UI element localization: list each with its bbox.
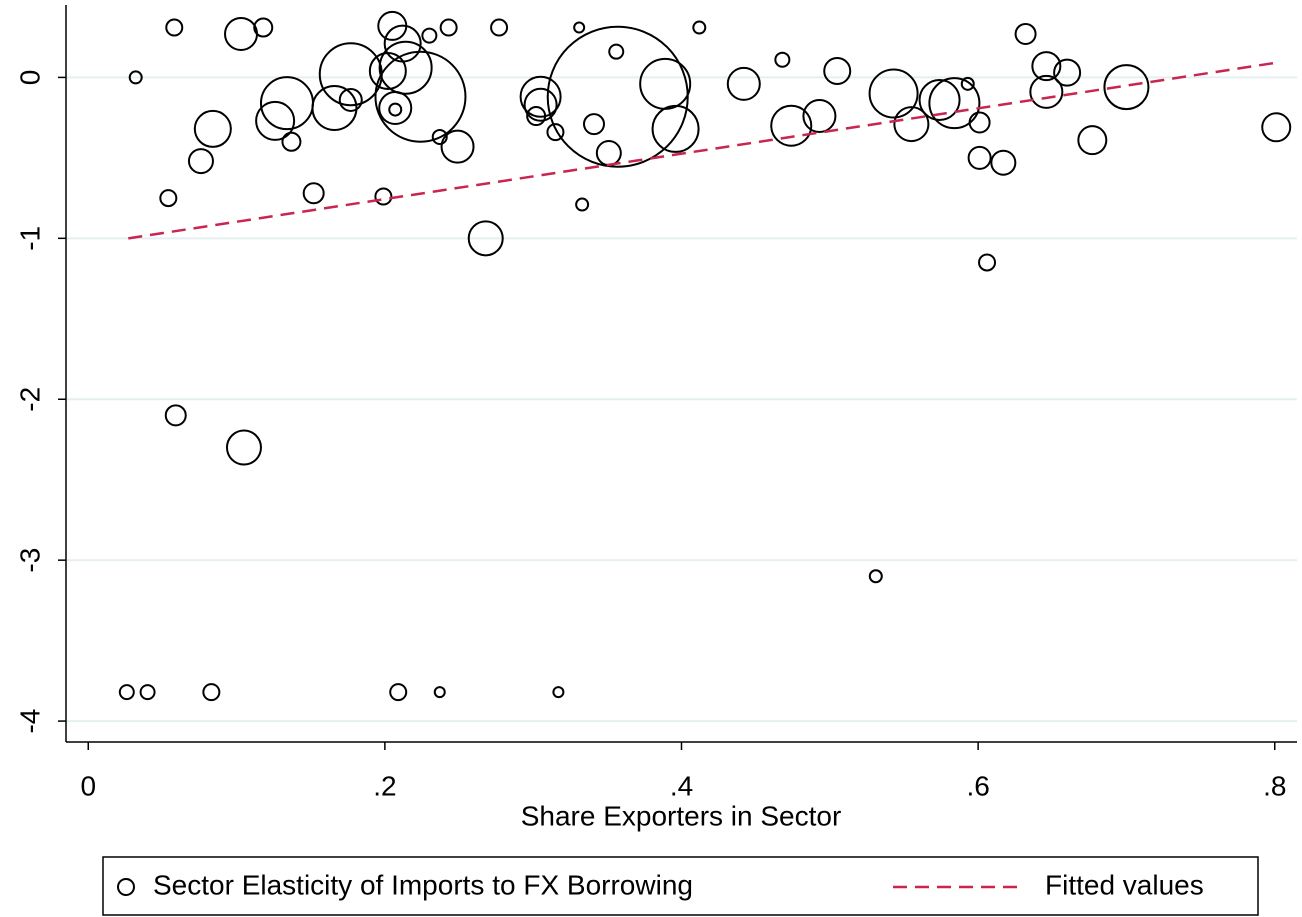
bubble <box>253 17 274 38</box>
fit-line <box>128 61 1275 240</box>
bubble <box>868 68 919 119</box>
y-tick-label: -4 <box>14 709 45 734</box>
y-tick-label: -3 <box>14 548 45 573</box>
bubble <box>128 70 143 85</box>
bubble <box>440 129 475 164</box>
x-axis-label: Share Exporters in Sector <box>521 800 842 831</box>
x-tick-label: .8 <box>1263 770 1286 801</box>
bubble <box>573 21 586 34</box>
bubble <box>467 220 504 257</box>
bubble <box>490 18 509 37</box>
bubble <box>978 253 997 272</box>
bubble <box>1077 125 1108 156</box>
bubble <box>918 78 961 121</box>
x-tick-label: 0 <box>80 770 96 801</box>
bubble <box>1261 112 1292 143</box>
bubble <box>802 99 837 134</box>
bubble <box>519 75 562 118</box>
bubble <box>338 87 363 112</box>
x-tick-label: .2 <box>373 770 396 801</box>
bubble <box>523 87 558 122</box>
bubble <box>374 50 467 143</box>
bubble <box>202 683 221 702</box>
bubble <box>960 76 975 91</box>
bubble <box>439 18 458 37</box>
bubble <box>193 109 232 148</box>
bubble <box>311 84 358 131</box>
bubble <box>389 683 408 702</box>
bubble <box>159 189 178 208</box>
bubble <box>164 404 187 427</box>
bubble <box>431 128 448 145</box>
bubble <box>928 77 981 130</box>
bubble <box>374 187 393 206</box>
bubble <box>1053 58 1082 87</box>
bubble <box>526 106 547 127</box>
bubble <box>1029 74 1064 109</box>
bubble <box>726 66 761 101</box>
bubble <box>433 686 446 699</box>
bubble <box>770 104 813 147</box>
bubble <box>225 429 262 466</box>
bubble <box>893 106 930 143</box>
bubble <box>823 56 852 85</box>
bubble <box>187 148 214 175</box>
bubble <box>582 113 605 136</box>
bubble <box>388 102 403 117</box>
bubble <box>651 104 700 153</box>
y-tick-label: 0 <box>14 70 45 86</box>
bubble <box>868 569 883 584</box>
legend-label: Fitted values <box>1045 869 1204 900</box>
bubble <box>255 100 296 141</box>
bubble <box>421 27 438 44</box>
bubble <box>608 43 625 60</box>
bubble <box>967 145 992 170</box>
bubble <box>546 123 565 142</box>
bubble <box>990 149 1017 176</box>
bubble <box>302 182 325 205</box>
y-tick-label: -2 <box>14 387 45 412</box>
x-tick-label: .6 <box>966 770 989 801</box>
y-tick-label: -1 <box>14 226 45 251</box>
bubble <box>1031 51 1062 82</box>
bubble <box>968 111 991 134</box>
bubble <box>1103 64 1150 111</box>
legend-box <box>102 856 1259 916</box>
bubble <box>139 684 156 701</box>
bubble <box>281 131 302 152</box>
bubble <box>692 20 707 35</box>
bubble <box>575 197 590 212</box>
bubble <box>774 51 791 68</box>
bubble <box>552 686 565 699</box>
bubble <box>378 40 433 95</box>
legend-marker <box>117 878 135 896</box>
x-tick-label: .4 <box>670 770 693 801</box>
legend-label: Sector Elasticity of Imports to FX Borro… <box>153 869 693 900</box>
bubble <box>118 684 135 701</box>
bubble <box>383 24 422 63</box>
bubble <box>165 18 184 37</box>
bubble <box>1014 22 1037 45</box>
